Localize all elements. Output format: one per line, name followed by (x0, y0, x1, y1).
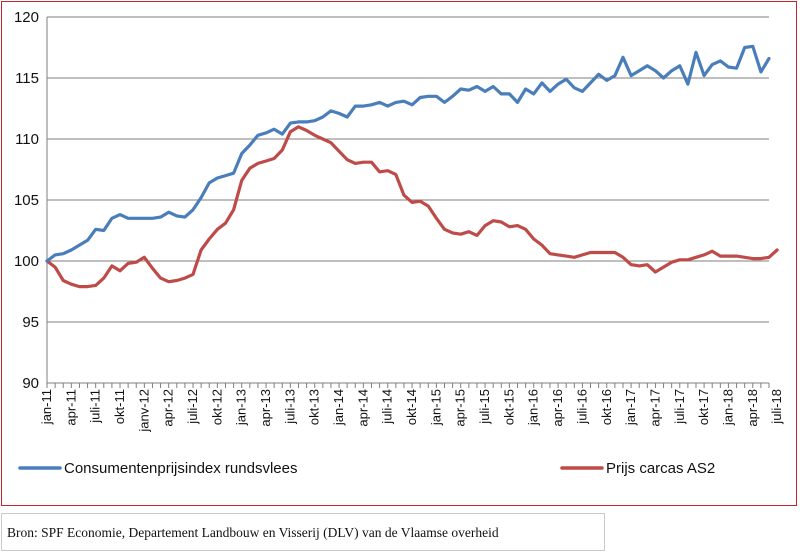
x-tick-label: apr-14 (355, 389, 370, 427)
legend: Consumentenprijsindex rundsvlees Prijs ca… (18, 460, 715, 477)
gridlines (46, 16, 769, 384)
y-tick-label: 95 (22, 314, 39, 331)
x-tick-label: juli-18 (769, 389, 784, 425)
x-tick-label: okt-12 (209, 389, 224, 425)
x-tick-label: okt-15 (501, 389, 516, 425)
y-tick-label: 115 (15, 70, 39, 87)
y-tick-label: 90 (22, 375, 39, 392)
y-tick-label: 100 (14, 253, 39, 270)
series-line-prijs-carcas (45, 125, 779, 289)
x-tick-label: juli-11 (88, 389, 103, 424)
x-tick-label: jan-14 (331, 389, 346, 426)
x-tick-label: juli-17 (672, 389, 687, 425)
x-tick-label: apr-18 (745, 389, 760, 427)
x-tick-label: okt-16 (599, 389, 614, 425)
series-lines (45, 44, 779, 289)
x-tick-label: apr-11 (63, 389, 78, 426)
x-tick-label: juli-16 (574, 389, 589, 425)
chart-frame (1, 1, 797, 506)
legend-label: Prijs carcas AS2 (606, 460, 715, 477)
x-tick-label: apr-12 (161, 389, 176, 427)
x-tick-label: okt-11 (112, 389, 127, 424)
x-tick-label: okt-14 (404, 389, 419, 425)
x-tick-label: jan-17 (623, 389, 638, 426)
x-tick-label: apr-15 (453, 389, 468, 427)
x-tick-label: juli-13 (282, 389, 297, 425)
x-tick-label: juli-15 (477, 389, 492, 425)
x-tick-label: juli-12 (185, 389, 200, 425)
x-tick-label: jan-11 (39, 389, 54, 425)
x-tick-label: apr-16 (550, 389, 565, 427)
x-tick-label: jan-16 (526, 389, 541, 426)
y-tick-label: 110 (15, 131, 39, 148)
x-tick-label: okt-13 (307, 389, 322, 425)
y-axis-ticks: 90 95 100 105 110 115 120 (14, 9, 39, 392)
x-tick-label: okt-17 (696, 389, 711, 425)
x-tick-label: jan-13 (234, 389, 249, 426)
x-tick-label: jan-18 (720, 389, 735, 426)
legend-label: Consumentenprijsindex rundsvlees (64, 460, 297, 477)
x-tick-label: jan-15 (428, 389, 443, 426)
x-tick-label: juli-14 (380, 389, 395, 425)
source-note: Bron: SPF Economie, Departement Landbouw… (1, 513, 605, 551)
x-axis: jan-11 apr-11 juli-11 okt-11 janv-12 apr-12 ju… (39, 383, 784, 433)
y-tick-label: 105 (14, 192, 39, 209)
y-tick-label: 120 (14, 9, 39, 26)
x-tick-label: apr-17 (647, 389, 662, 427)
line-chart: 90 95 100 105 110 115 120 jan-11 apr-11 juli-11 o… (14, 9, 784, 477)
x-tick-label: janv-12 (136, 389, 151, 433)
series-line-consumentenprijsindex (45, 44, 771, 263)
x-tick-label: apr-13 (258, 389, 273, 427)
